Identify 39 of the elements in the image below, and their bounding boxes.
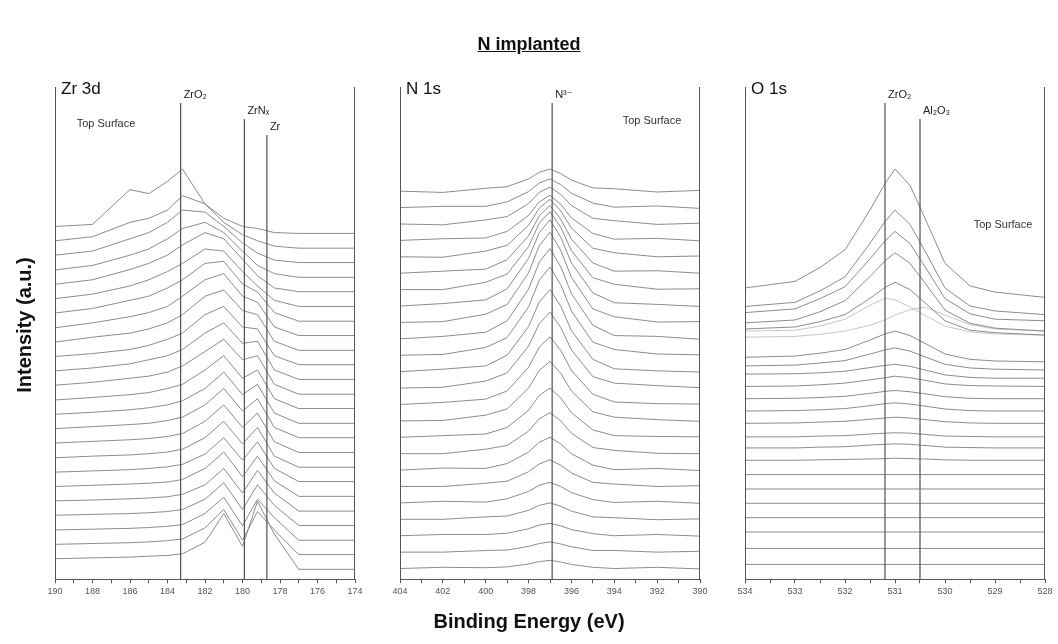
x-tick-label: 180 <box>234 586 251 597</box>
x-tick-label: 534 <box>737 586 753 597</box>
x-axis-title: Binding Energy (eV) <box>432 610 626 633</box>
y-axis-title: Intensity (a.u.) <box>12 257 36 393</box>
ref-line-label: Zr <box>269 119 281 132</box>
x-tick-label: 174 <box>347 586 363 597</box>
x-tick-label: 190 <box>47 586 63 597</box>
x-tick-label: 184 <box>159 586 176 597</box>
x-tick-label: 396 <box>563 586 579 597</box>
x-tick-label: 531 <box>887 586 903 597</box>
ref-line-label: Al₂O₃ <box>923 103 951 116</box>
x-tick-label: 392 <box>649 586 665 597</box>
x-tick-label: 398 <box>521 586 537 597</box>
ref-line-label: N³⁻ <box>555 87 573 100</box>
x-tick-label: 402 <box>435 586 451 597</box>
x-tick-label: 178 <box>272 586 288 597</box>
x-tick-label: 529 <box>987 586 1003 597</box>
x-tick-label: 186 <box>122 586 138 597</box>
x-tick-label: 182 <box>197 586 213 597</box>
x-tick-label: 394 <box>606 586 622 597</box>
text: O 1s <box>751 79 787 99</box>
x-tick-label: 404 <box>392 586 408 597</box>
x-tick-label: 188 <box>84 586 101 597</box>
x-tick-label: 532 <box>837 586 853 597</box>
ref-line-label: ZrO₂ <box>183 87 207 100</box>
x-tick-label: 390 <box>692 586 708 597</box>
x-tick-label: 176 <box>309 586 326 597</box>
ref-line-label: ZrO₂ <box>888 87 912 100</box>
ref-line-label: ZrNₓ <box>247 103 270 116</box>
text: Top Surface <box>76 116 136 129</box>
x-tick-label: 528 <box>1037 586 1053 597</box>
annotation: Top Surface <box>973 217 1033 230</box>
text: N 1s <box>406 79 441 99</box>
chart-title: N implanted <box>476 34 582 55</box>
x-tick-label: 530 <box>937 586 953 597</box>
text: Top Surface <box>622 114 682 127</box>
x-tick-label: 400 <box>478 586 494 597</box>
text: Zr 3d <box>61 79 101 99</box>
x-tick-label: 533 <box>787 586 803 597</box>
